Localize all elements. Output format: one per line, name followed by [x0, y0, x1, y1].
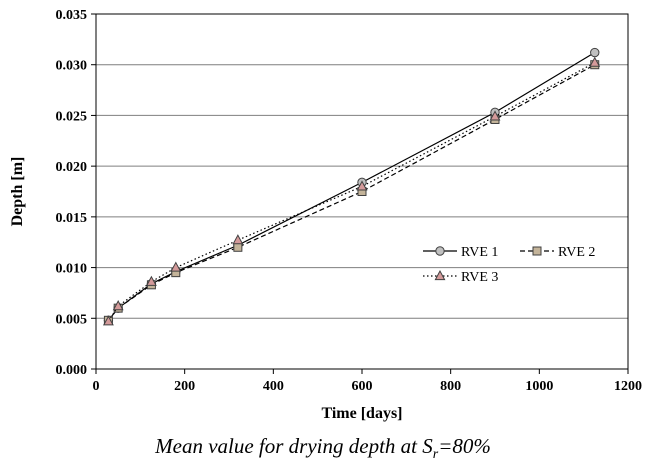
x-tick-label: 800 [440, 379, 461, 394]
y-tick-label: 0.035 [56, 8, 88, 23]
chart: 0.000 0.005 0.010 0.015 0.020 0.025 0.030 0.035… [9, 8, 642, 422]
series-layer [102, 47, 601, 326]
data-point-rve-3 [170, 261, 182, 272]
data-point-rve-3 [145, 275, 157, 286]
caption-prefix: Mean value for drying depth at S [155, 434, 433, 458]
y-axis-ticks: 0.000 0.005 0.010 0.015 0.020 0.025 0.030 0.035 [56, 8, 96, 378]
caption-subscript: r [432, 447, 439, 463]
y-axis-label: Depth [m] [9, 157, 26, 227]
y-tick-label: 0.000 [56, 363, 88, 378]
caption-suffix: =80% [438, 434, 491, 458]
data-point-rve-3 [356, 180, 368, 191]
data-point-rve-3 [589, 56, 601, 67]
x-tick-label: 200 [174, 379, 195, 394]
x-axis-ticks: 0 200 400 600 800 1000 1200 [93, 369, 642, 394]
data-point-rve-3 [489, 110, 501, 121]
data-point-rve-3 [102, 315, 114, 326]
series-line-rve-1 [107, 52, 596, 321]
series-rve-1 [103, 47, 600, 326]
x-axis-label: Time [days] [321, 405, 402, 422]
series-line-rve-2 [107, 64, 596, 321]
y-tick-label: 0.005 [56, 312, 88, 327]
y-tick-label: 0.015 [56, 211, 88, 226]
legend-marker-rve-1 [435, 246, 445, 256]
series-rve-2 [103, 60, 600, 325]
legend-marker-rve-3 [434, 269, 446, 281]
y-tick-label: 0.010 [56, 262, 88, 277]
y-tick-label: 0.030 [56, 59, 88, 74]
series-rve-3 [102, 56, 601, 326]
x-tick-label: 400 [263, 379, 284, 394]
figure-caption: Mean value for drying depth at Sr=80% [0, 434, 646, 463]
legend-item-rve-2: RVE 2 [520, 245, 595, 260]
series-line-rve-3 [107, 62, 596, 322]
data-point-rve-3 [112, 300, 124, 311]
data-point-rve-1 [590, 47, 600, 58]
legend-item-rve-1: RVE 1 [423, 245, 498, 260]
data-point-rve-2 [233, 242, 243, 252]
legend-marker-rve-2 [532, 246, 542, 256]
legend: RVE 1 RVE 2 RVE 3 [423, 245, 595, 285]
legend-item-rve-3: RVE 3 [423, 269, 498, 285]
x-tick-label: 1200 [614, 379, 642, 394]
data-point-rve-3 [232, 234, 244, 245]
legend-label-rve-1: RVE 1 [461, 245, 498, 260]
legend-label-rve-2: RVE 2 [558, 245, 595, 260]
x-tick-label: 1000 [525, 379, 553, 394]
y-tick-label: 0.020 [56, 160, 88, 175]
legend-label-rve-3: RVE 3 [461, 270, 498, 285]
x-tick-label: 0 [93, 379, 100, 394]
y-tick-label: 0.025 [56, 109, 88, 124]
x-tick-label: 600 [352, 379, 373, 394]
